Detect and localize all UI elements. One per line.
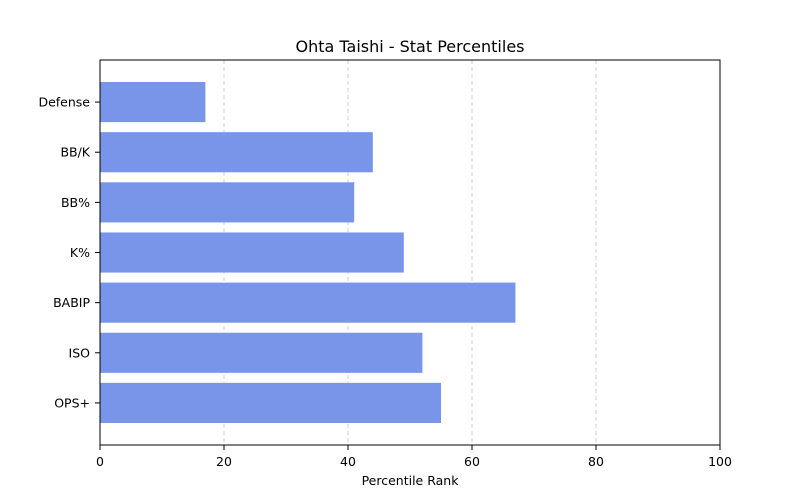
y-axis: Defense BB/K BB% K% BABIP ISO OPS+: [38, 95, 100, 410]
bar-1: [100, 132, 373, 173]
bar-5: [100, 332, 423, 373]
bar-6: [100, 382, 441, 423]
x-tick-label: 60: [464, 454, 480, 469]
y-tick-label: OPS+: [54, 395, 90, 410]
y-tick-label: ISO: [69, 345, 91, 360]
x-tick-label: 20: [216, 454, 232, 469]
y-tick-label: BB%: [61, 195, 90, 210]
bar-2: [100, 182, 355, 223]
y-tick-label: Defense: [38, 95, 90, 110]
y-tick-label: K%: [70, 245, 90, 260]
bar-4: [100, 282, 516, 323]
x-tick-label: 40: [340, 454, 356, 469]
chart-title: Ohta Taishi - Stat Percentiles: [295, 37, 524, 56]
bar-3: [100, 232, 404, 273]
x-tick-label: 0: [96, 454, 104, 469]
bars: [100, 82, 516, 423]
x-axis-label: Percentile Rank: [362, 473, 460, 488]
x-axis: 0 20 40 60 80 100: [96, 445, 732, 469]
y-tick-label: BABIP: [53, 295, 90, 310]
x-tick-label: 80: [588, 454, 604, 469]
bar-0: [100, 82, 206, 123]
y-tick-label: BB/K: [60, 145, 90, 160]
x-tick-label: 100: [708, 454, 732, 469]
